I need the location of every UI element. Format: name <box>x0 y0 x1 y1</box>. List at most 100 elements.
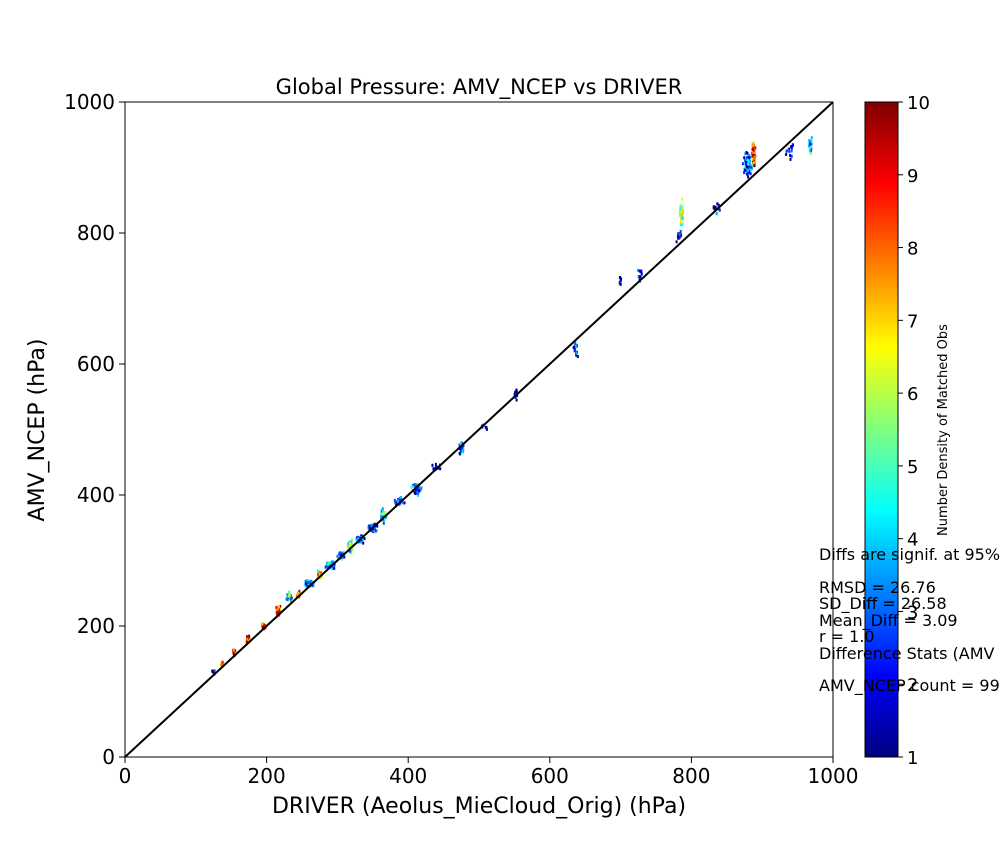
colorbar-tick-label: 8 <box>907 239 918 260</box>
density-cell <box>460 446 463 449</box>
colorbar-tick-label: 1 <box>907 748 918 769</box>
density-cell <box>286 593 289 597</box>
density-cell <box>290 596 293 600</box>
density-cell <box>362 541 365 545</box>
density-cell <box>340 551 343 555</box>
chart-title: Global Pressure: AMV_NCEP vs DRIVER <box>276 75 683 100</box>
density-cell <box>753 157 755 161</box>
stats-annotation: Diffs are signif. at 95% RMSD = 26.76 SD… <box>819 545 1000 696</box>
density-cell <box>574 347 576 351</box>
density-cell <box>744 159 747 163</box>
density-cell <box>675 240 678 244</box>
density-cell <box>349 545 352 549</box>
density-cell <box>809 146 812 150</box>
colorbar-ticks: 1 2 3 4 5 6 7 8 9 10 <box>898 93 930 769</box>
density-cell <box>676 235 679 239</box>
y-tick-label: 0 <box>102 745 115 769</box>
x-tick-label: 1000 <box>808 764 859 788</box>
density-cell <box>305 582 308 586</box>
stat-r: r = 1.0 <box>819 627 875 646</box>
density-cell <box>745 161 747 165</box>
density-cell <box>791 143 794 147</box>
density-cell <box>640 269 643 273</box>
density-cell <box>752 148 755 152</box>
density-cell <box>415 483 418 487</box>
colorbar-tick-label: 3 <box>907 602 918 623</box>
density-cell <box>297 591 300 595</box>
density-cell <box>678 210 681 214</box>
density-cell <box>712 206 715 210</box>
density-cell <box>746 173 749 176</box>
density-cell <box>415 488 418 492</box>
density-cell <box>515 389 518 393</box>
density-cell <box>382 521 385 525</box>
density-cell <box>316 569 319 573</box>
colorbar-label: Number Density of Matched Obs <box>936 324 951 536</box>
x-axis-label: DRIVER (Aeolus_MieCloud_Orig) (hPa) <box>272 794 686 819</box>
density-cell <box>785 149 788 153</box>
density-cell <box>431 463 434 467</box>
density-cell <box>752 141 755 145</box>
density-cell <box>620 277 623 281</box>
density-cell <box>458 451 461 455</box>
density-cell <box>679 204 682 208</box>
density-cell <box>681 197 684 201</box>
x-tick-label: 400 <box>389 764 427 788</box>
density-cell <box>303 583 306 587</box>
density-cell <box>276 608 279 612</box>
density-cell <box>351 538 353 542</box>
density-cell <box>368 525 371 529</box>
density-cell <box>399 499 402 503</box>
density-cell <box>679 229 682 233</box>
density-cell <box>753 159 756 163</box>
density-cell <box>232 648 235 652</box>
density-cell <box>790 146 793 150</box>
density-cell <box>810 140 813 144</box>
density-cell <box>713 208 716 212</box>
density-cell <box>318 573 321 577</box>
stat-sd-diff: SD_Diff = 26.58 <box>819 594 947 614</box>
density-cell <box>810 147 813 151</box>
y-tick-label: 400 <box>77 483 115 507</box>
density-cell <box>434 465 437 469</box>
density-cell <box>639 275 642 279</box>
y-axis-label: AMV_NCEP (hPa) <box>25 339 50 522</box>
density-cell <box>413 491 416 494</box>
density-cell <box>276 611 278 615</box>
density-cell <box>298 589 301 593</box>
density-cell <box>381 507 384 511</box>
colorbar-tick-label: 5 <box>907 457 918 478</box>
density-cell <box>679 234 682 238</box>
density-cell <box>327 565 329 569</box>
density-cell <box>746 156 749 160</box>
density-cell <box>232 652 235 655</box>
density-cell <box>278 610 281 614</box>
density-cell <box>338 551 341 555</box>
density-cell <box>747 175 750 179</box>
density-cell <box>278 605 280 609</box>
colorbar <box>864 101 899 758</box>
x-tick-label: 200 <box>248 764 286 788</box>
density-cell <box>412 485 415 489</box>
density-cell <box>717 203 720 207</box>
density-cell <box>748 167 751 171</box>
density-cell <box>373 522 376 526</box>
density-cell <box>347 542 350 546</box>
density-cell <box>753 164 756 168</box>
density-cell <box>790 149 793 153</box>
colorbar-tick-label: 7 <box>907 311 918 332</box>
density-cell <box>747 153 750 157</box>
density-cell <box>677 232 680 236</box>
density-cell <box>809 140 812 144</box>
density-cell <box>809 152 812 156</box>
density-cell <box>330 567 333 571</box>
density-cell <box>575 353 578 357</box>
density-cell <box>750 166 753 170</box>
density-cell <box>263 623 266 627</box>
density-cell <box>332 560 335 564</box>
x-tick-label: 0 <box>119 764 132 788</box>
density-cell <box>380 512 383 516</box>
density-cell <box>679 208 682 212</box>
density-cell <box>399 496 402 499</box>
density-cell <box>234 649 236 653</box>
